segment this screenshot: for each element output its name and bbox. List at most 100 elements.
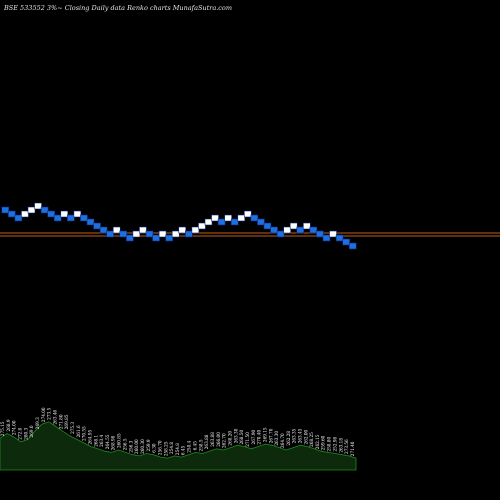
renko-brick-down — [106, 230, 114, 238]
renko-brick-down — [322, 234, 331, 242]
renko-brick-up — [303, 222, 311, 230]
renko-brick-down — [296, 226, 305, 234]
price-label: 263.35 — [292, 428, 297, 443]
volume-area — [0, 421, 357, 471]
price-label: 271.50 — [245, 432, 250, 447]
renko-brick-up — [21, 210, 29, 218]
price-label: 274.00 — [41, 407, 46, 422]
price-label: 271.40 — [350, 441, 355, 456]
renko-brick-down — [335, 234, 344, 242]
price-label: 264.55 — [105, 434, 110, 449]
renko-brick-up — [158, 230, 167, 238]
price-label: 274.00 — [12, 420, 17, 435]
renko-brick-up — [73, 210, 82, 218]
renko-brick-down — [342, 238, 350, 246]
renko-brick-up — [34, 202, 42, 210]
renko-brick-up — [60, 210, 69, 218]
price-label: 263.30 — [233, 428, 238, 443]
price-label: 273.5 — [47, 408, 52, 420]
price-label: 258.5 — [198, 439, 203, 451]
renko-brick-down — [185, 230, 193, 238]
price-label: 275.15 — [0, 421, 5, 436]
price-label: 269.3 — [35, 417, 40, 429]
renko-brick-down — [257, 218, 265, 226]
renko-brick-up — [237, 214, 246, 222]
renko-brick-down — [152, 234, 160, 242]
renko-brick-down — [8, 210, 16, 218]
renko-brick-up — [139, 226, 147, 234]
price-label: 263.4 — [99, 435, 104, 447]
renko-brick-down — [276, 230, 285, 238]
price-label: 262.00 — [303, 429, 308, 444]
renko-brick-down — [119, 230, 128, 238]
price-label: 262.28 — [286, 431, 291, 446]
renko-brick-up — [224, 214, 232, 222]
price-label: 268.50 — [239, 430, 244, 445]
renko-brick-down — [14, 214, 23, 222]
renko-brick-up — [283, 226, 291, 234]
price-label: 258.25 — [163, 441, 168, 456]
price-label: 268.25 — [309, 432, 314, 447]
price-label: 264.95 — [87, 430, 92, 445]
price-label: 261.6 — [76, 425, 81, 437]
price-label: 254.8 — [169, 442, 174, 454]
renko-brick-up — [27, 206, 36, 214]
price-label: 264.70 — [280, 433, 285, 448]
price-label: 268.98 — [111, 435, 116, 450]
renko-brick-down — [80, 214, 88, 222]
price-label: 273.56 — [344, 439, 349, 454]
renko-bricks — [1, 202, 357, 250]
renko-brick-up — [112, 226, 121, 234]
price-label: 256.70 — [157, 440, 162, 455]
renko-brick-up — [329, 230, 337, 238]
price-label: 260.00 — [134, 439, 139, 454]
price-label: 258.4 — [187, 440, 192, 452]
price-label: 252.98 — [333, 437, 338, 452]
price-label: 269.85 — [64, 414, 69, 429]
price-labels: 275.15 268.9 274.00 272.8 280.3 269.0269.3274… — [0, 407, 355, 456]
renko-brick-down — [348, 242, 357, 250]
renko-brick-down — [99, 226, 108, 234]
price-label: 262.15 — [315, 434, 320, 449]
price-label: 263.88 — [204, 434, 209, 449]
price-label: 263.45 — [297, 428, 302, 443]
price-label: 263.18 — [338, 438, 343, 453]
volume-area-path — [0, 421, 357, 471]
price-label: 270.55 — [82, 426, 87, 441]
renko-brick-up — [211, 214, 219, 222]
renko-brick-down — [53, 214, 62, 222]
price-label: 263.30 — [274, 431, 279, 446]
renko-brick-down — [316, 230, 324, 238]
price-label: 6.45 — [192, 441, 197, 451]
price-label: 268.1 — [93, 434, 98, 446]
renko-brick-up — [178, 226, 187, 234]
renko-brick-down — [250, 214, 259, 222]
renko-brick-down — [47, 210, 55, 218]
renko-brick-up — [171, 230, 180, 238]
chart-title: BSE 533552 3%~ Closing Daily data Renko … — [3, 4, 232, 12]
renko-brick-up — [289, 222, 298, 230]
renko-brick-up — [191, 226, 200, 234]
price-label: 267.70 — [268, 428, 273, 443]
price-label: 269.0 — [29, 425, 34, 437]
price-label: 271.80 — [58, 414, 63, 429]
price-label: 268.20 — [228, 431, 233, 446]
price-label: 254.8 — [175, 443, 180, 455]
renko-brick-down — [263, 222, 272, 230]
price-label: 258.80 — [327, 437, 332, 452]
price-label: 6.30 — [152, 443, 157, 453]
renko-brick-up — [244, 210, 252, 218]
renko-brick-down — [217, 218, 226, 226]
reference-lines — [0, 232, 500, 237]
price-label: 262.70 — [222, 433, 227, 448]
renko-brick-down — [309, 226, 318, 234]
price-label: 280.3 — [23, 427, 28, 439]
renko-brick-up — [204, 218, 213, 226]
renko-brick-down — [165, 234, 173, 242]
price-label: 259.9 — [146, 439, 151, 451]
price-label: 272.8 — [17, 427, 22, 439]
price-label: 270.40 — [257, 430, 262, 445]
renko-brick-down — [230, 218, 239, 226]
